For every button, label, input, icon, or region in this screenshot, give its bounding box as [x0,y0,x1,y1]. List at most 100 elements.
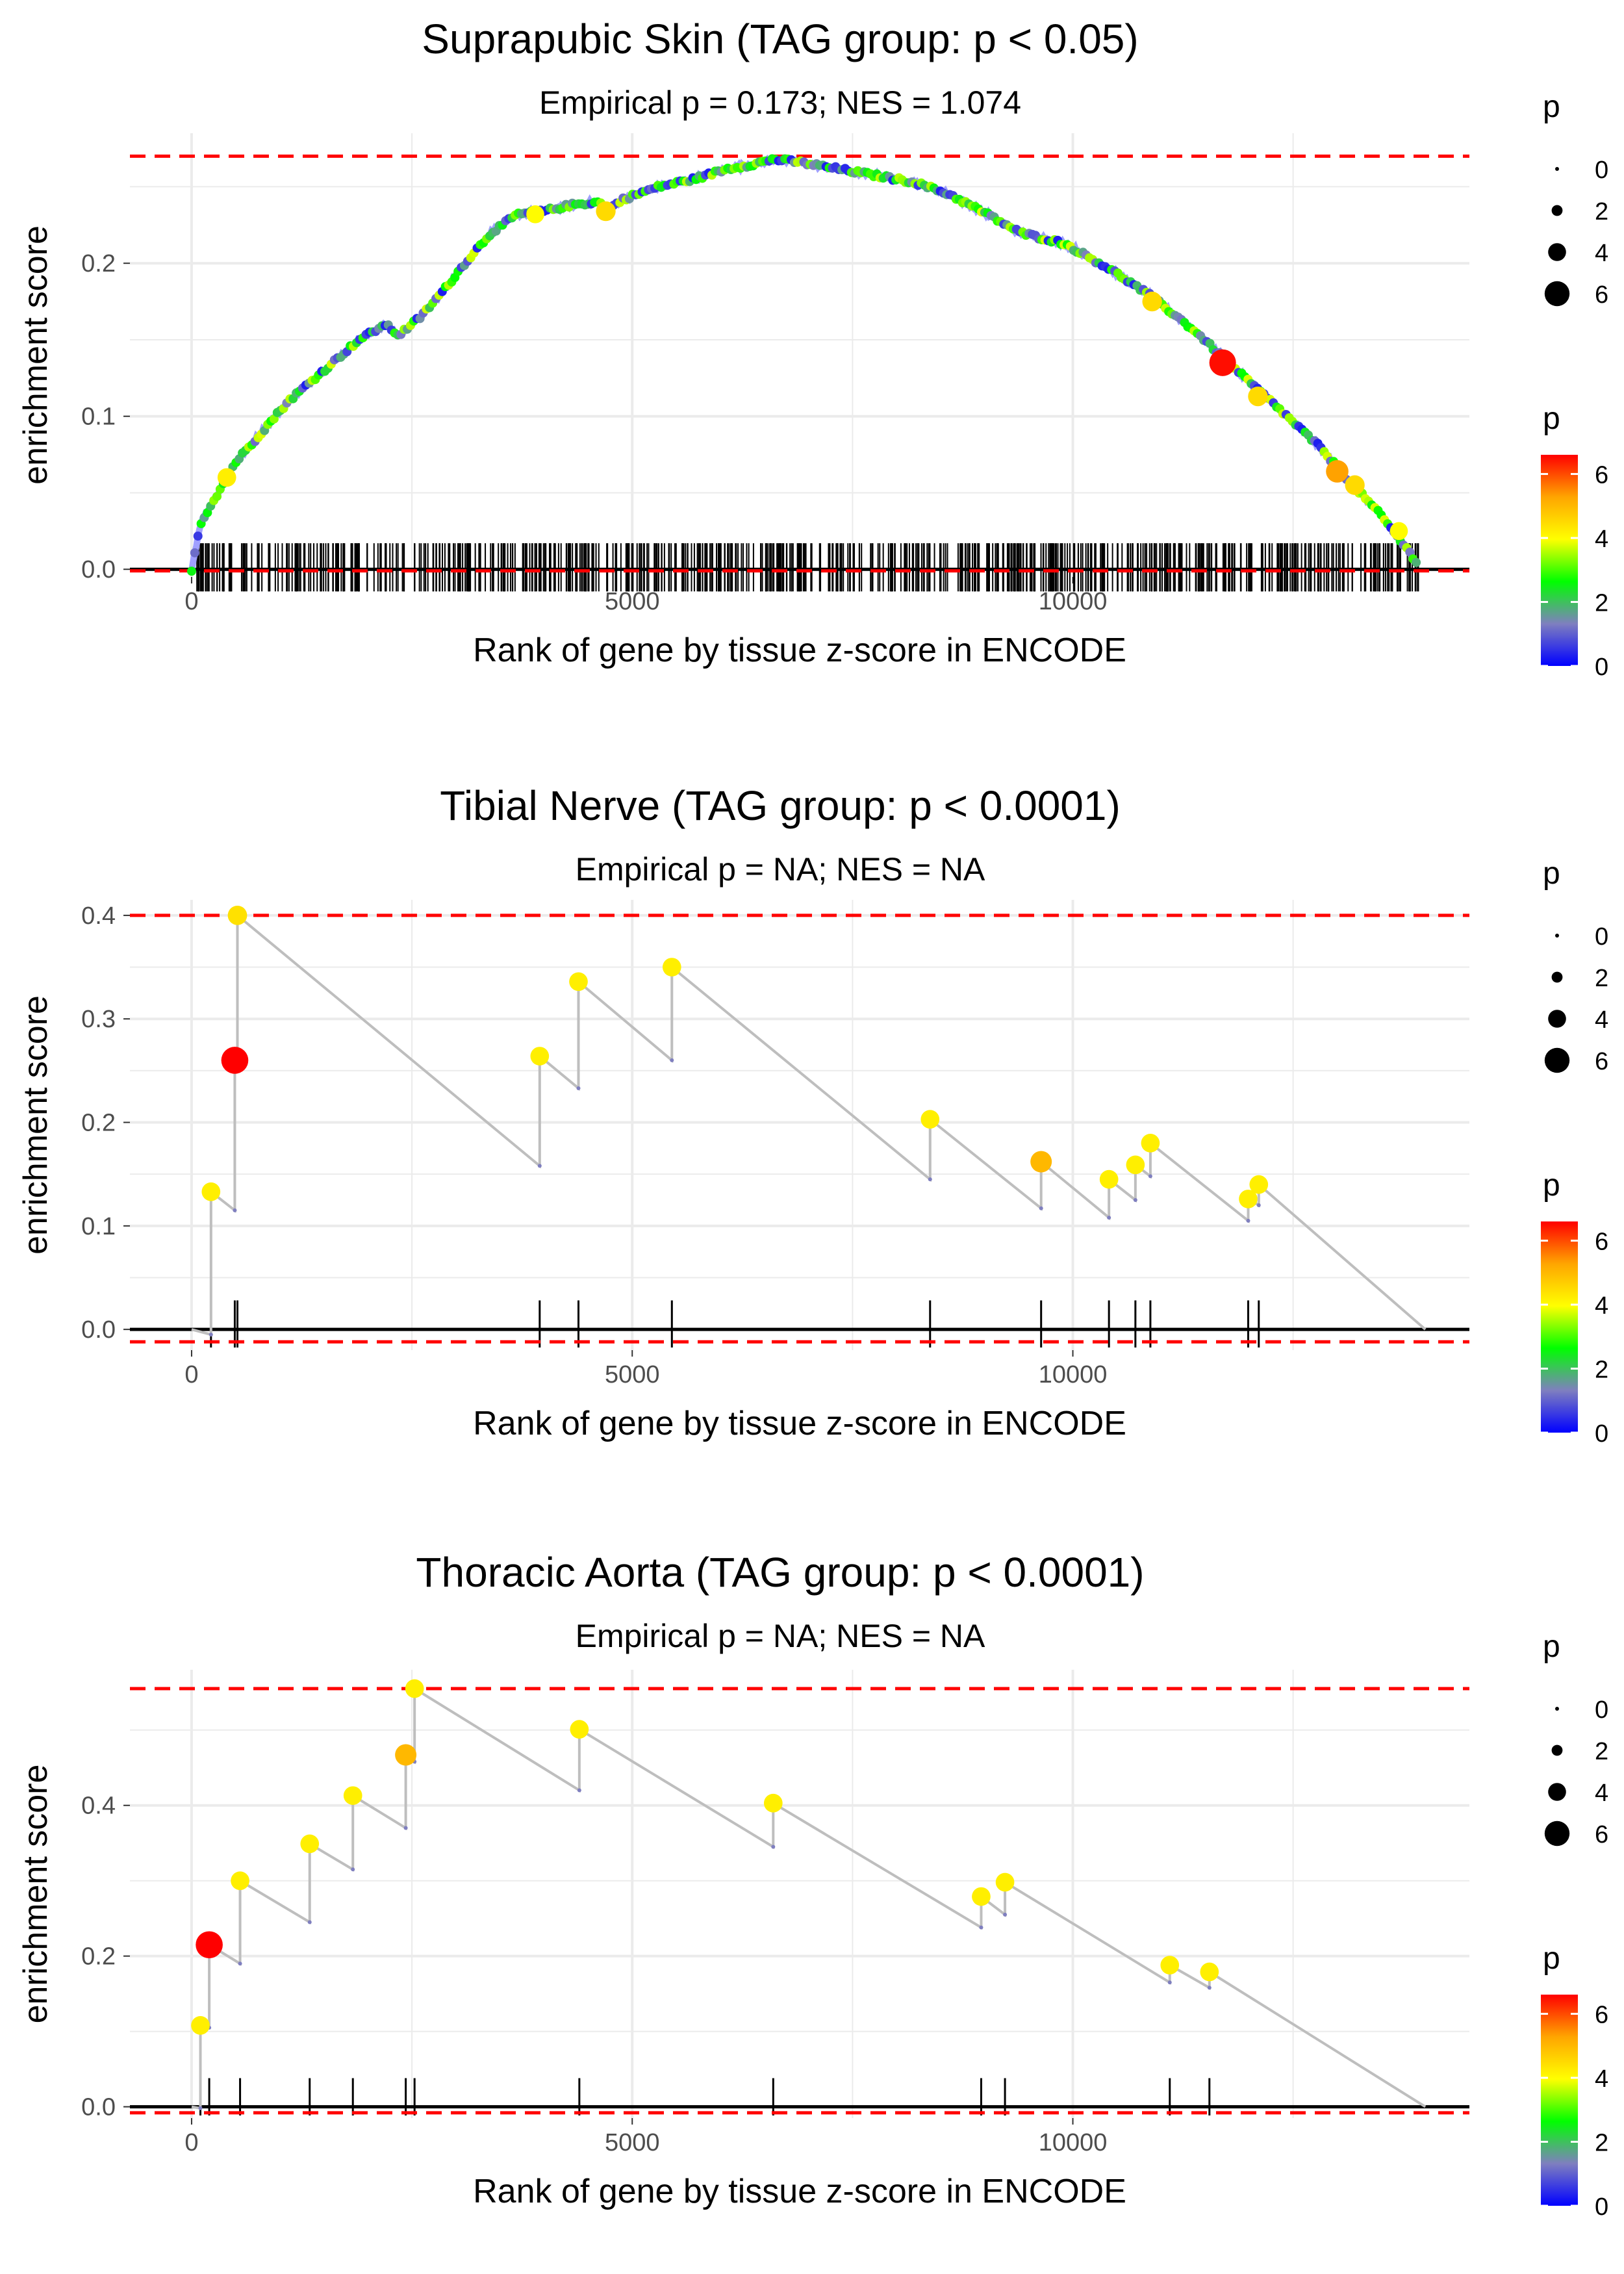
size-legend-label: 4 [1595,240,1608,267]
size-legend-title: p [1543,856,1560,891]
pre-hit-point [403,1826,408,1830]
hit-point [201,1182,221,1201]
size-legend-key [1551,1744,1563,1756]
hit-point [300,1834,320,1854]
es-curve-line [191,1686,1427,2110]
pre-hit-point [1107,1216,1111,1220]
color-legend-title: p [1543,1941,1560,1976]
x-tick-label: 0 [184,2129,198,2156]
hit-point [395,1744,417,1766]
size-legend-title: p [1543,90,1560,124]
hit-point [972,1887,991,1906]
hit-point [217,468,236,487]
pre-hit-point [1003,1912,1008,1917]
panel-title: Suprapubic Skin (TAG group: p < 0.05) [422,16,1138,62]
es-point [1412,557,1421,567]
grid-lines [130,1670,1469,2118]
panel-2: Tibial Nerve (TAG group: p < 0.0001) Empi… [17,782,1608,1448]
colorbar-label: 4 [1595,2065,1608,2093]
hit-point [569,972,588,991]
es-curve [186,154,1421,576]
colorbar-label: 0 [1595,1420,1608,1448]
size-legend-label: 2 [1595,965,1608,992]
size-legend-key [1548,1010,1566,1028]
hit-point [343,1786,362,1806]
size-legend-label: 0 [1595,923,1608,951]
hit-point [221,1047,249,1074]
size-legend-label: 0 [1595,157,1608,184]
x-tick-label: 0 [184,588,198,615]
panel-subtitle: Empirical p = NA; NES = NA [576,851,985,888]
pre-hit-point [209,1333,213,1337]
panel-1: Suprapubic Skin (TAG group: p < 0.05) Emp… [17,16,1608,681]
hit-point [763,1793,783,1813]
size-legend-label: 4 [1595,1780,1608,1807]
pre-hit-point [1256,1203,1261,1207]
es-curve [191,1679,1427,2110]
colorbar-label: 0 [1595,2193,1608,2221]
y-axis-title: enrichment score [17,225,55,485]
hit-point [995,1872,1015,1892]
hit-point [526,205,544,224]
y-tick-label: 0.1 [81,1213,116,1240]
es-point [1405,547,1415,557]
size-legend-label: 4 [1595,1006,1608,1034]
size-legend-label: 2 [1595,198,1608,225]
x-tick-label: 10000 [1039,1361,1108,1388]
x-axis-title: Rank of gene by tissue z-score in ENCODE [473,2173,1126,2210]
hit-point [530,1047,550,1066]
size-legend-key [1555,1707,1559,1711]
colorbar [1541,1995,1578,2206]
color-legend-title: p [1543,1168,1560,1203]
size-legend-label: 6 [1595,1048,1608,1075]
hit-point [191,2016,210,2035]
panel-title: Thoracic Aorta (TAG group: p < 0.0001) [416,1549,1144,1596]
pre-hit-point [1167,1980,1172,1985]
size-legend-label: 0 [1595,1696,1608,1724]
hit-point [1142,291,1162,312]
pre-hit-point [577,1788,581,1793]
y-tick-label: 0.3 [81,1006,116,1033]
hit-point [1160,1956,1180,1974]
size-legend-key [1548,243,1566,261]
pre-hit-point [1148,1174,1152,1179]
hit-point [1209,349,1236,376]
hit-point [1248,386,1268,407]
es-point [190,548,199,557]
hit-point [227,906,247,925]
pre-hit-point [238,1961,242,1966]
size-legend-label: 6 [1595,1821,1608,1848]
x-tick-label: 5000 [605,1361,660,1388]
hit-point [405,1679,424,1698]
hit-point [1200,1962,1219,1982]
pre-hit-point [198,2106,203,2110]
hit-point [1239,1190,1258,1208]
y-tick-label: 0.2 [81,1110,116,1137]
size-legend-key [1544,1047,1570,1073]
size-legend-key [1544,281,1570,307]
hit-point [231,1871,249,1891]
hit-point [1141,1134,1160,1153]
size-legend-key [1551,971,1563,983]
pre-hit-point [979,1925,983,1930]
y-tick-label: 0.0 [81,556,116,583]
pre-hit-point [307,1920,312,1924]
size-legend: p 0 2 4 6 [1543,856,1608,1075]
size-legend-title: p [1543,1629,1560,1664]
x-axis-title: Rank of gene by tissue z-score in ENCODE [473,632,1126,669]
hit-point [1030,1151,1052,1173]
x-tick-label: 10000 [1039,588,1108,615]
color-legend-title: p [1543,402,1560,436]
hit-point [1345,475,1365,495]
y-tick-label: 0.4 [81,902,116,930]
panel-subtitle: Empirical p = NA; NES = NA [576,1618,985,1654]
x-tick-label: 10000 [1039,2129,1108,2156]
size-legend: p 0 2 4 6 [1543,90,1608,309]
colorbar [1541,1221,1578,1433]
y-axis-title: enrichment score [17,995,55,1255]
panel-3: Thoracic Aorta (TAG group: p < 0.0001) Em… [17,1549,1608,2221]
hit-point [570,1720,589,1739]
es-point [193,531,203,541]
es-curve [191,906,1427,1337]
